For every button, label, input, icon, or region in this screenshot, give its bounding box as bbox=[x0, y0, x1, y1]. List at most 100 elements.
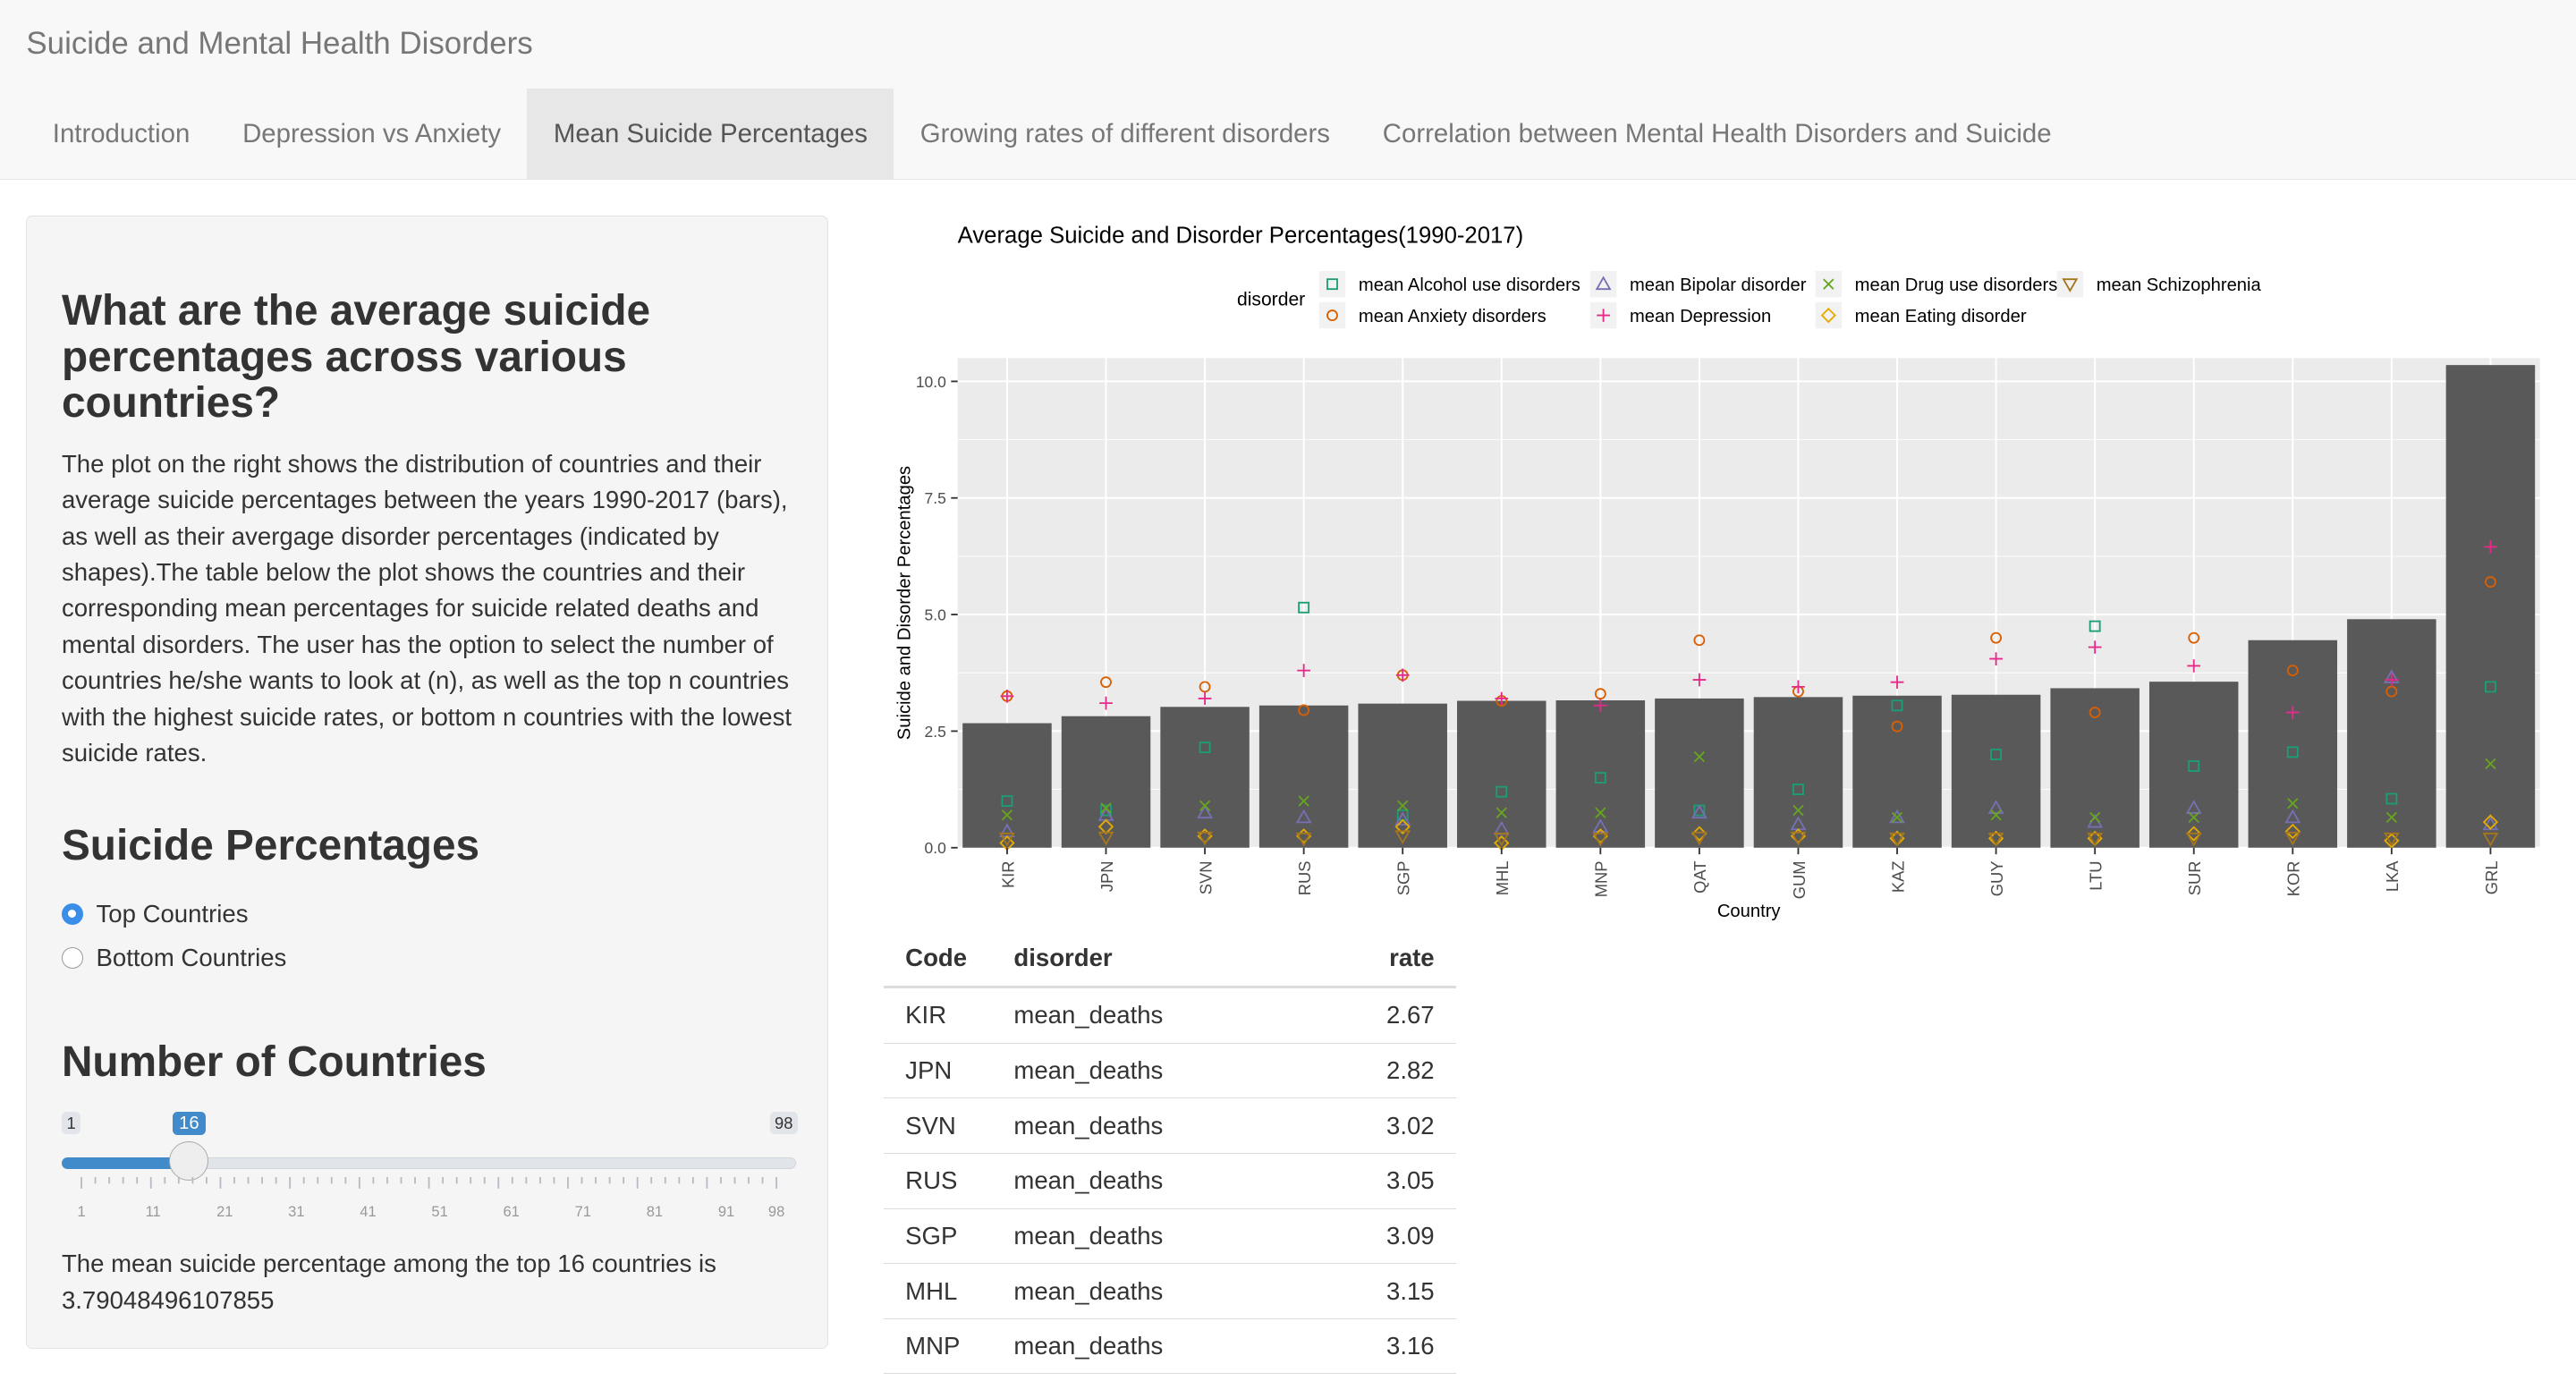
point-bipolar bbox=[1889, 809, 1906, 824]
point-alcohol bbox=[1990, 749, 2003, 761]
point-depression bbox=[2484, 540, 2498, 554]
cell-code: MHL bbox=[884, 1263, 993, 1319]
point-anxiety bbox=[1298, 704, 1310, 716]
legend-label-depression: mean Depression bbox=[1630, 307, 1771, 326]
suicide-disorder-chart: Average Suicide and Disorder Percentages… bbox=[895, 224, 2540, 921]
legend-label-alcohol: mean Alcohol use disorders bbox=[1359, 275, 1580, 295]
sidebar-question: What are the average suicide percentages… bbox=[61, 287, 651, 428]
radio-top-countries[interactable]: Top Countries bbox=[61, 899, 249, 928]
countries-slider[interactable]: 1 98 16 1 11 21 31 41 51 61 71 81 91 98 bbox=[61, 1111, 798, 1235]
radio-bottom-countries-label: Bottom Countries bbox=[96, 944, 287, 972]
y-tick-label: 0.0 bbox=[925, 839, 947, 857]
tab-correlation[interactable]: Correlation between Mental Health Disord… bbox=[1382, 119, 2052, 149]
tab-mean-suicide-percentages[interactable]: Mean Suicide Percentages bbox=[527, 89, 894, 180]
x-tick-label: QAT bbox=[1691, 861, 1710, 894]
y-tick-label: 7.5 bbox=[925, 489, 946, 507]
point-schizo bbox=[999, 833, 1016, 847]
bar-KOR bbox=[2248, 640, 2338, 848]
point-anxiety bbox=[2287, 665, 2300, 677]
cell-disorder: mean_deaths bbox=[992, 1208, 1315, 1265]
point-bipolar bbox=[1394, 811, 1411, 826]
navbar: Suicide and Mental Health Disorders Intr… bbox=[0, 0, 2576, 181]
slider-tick-label: 41 bbox=[360, 1203, 376, 1220]
point-anxiety bbox=[1595, 688, 1607, 700]
point-drug bbox=[1792, 805, 1804, 817]
slider-grid: 1 11 21 31 41 51 61 71 81 91 98 bbox=[77, 1177, 784, 1220]
point-bipolar bbox=[1197, 804, 1214, 819]
point-depression bbox=[1792, 680, 1806, 694]
point-bipolar bbox=[2186, 800, 2202, 814]
legend-key-bg bbox=[1319, 301, 1346, 329]
point-bipolar bbox=[1592, 818, 1609, 833]
slider-tick-label: 1 bbox=[77, 1203, 85, 1220]
results-table: Code disorder rate KIR mean_deaths 2.67 JPN… bbox=[884, 929, 1456, 1375]
legend-key-bipolar-icon bbox=[1595, 275, 1612, 291]
point-schizo bbox=[1494, 833, 1510, 847]
bar-RUS bbox=[1259, 705, 1349, 848]
point-alcohol bbox=[1792, 784, 1805, 796]
point-anxiety bbox=[1693, 634, 1706, 647]
point-depression bbox=[1890, 675, 1904, 690]
legend-key-bg bbox=[1590, 271, 1617, 298]
point-depression bbox=[1692, 673, 1707, 687]
slider-tick-label: 11 bbox=[146, 1203, 161, 1220]
radio-bottom-countries[interactable]: Bottom Countries bbox=[61, 944, 287, 972]
point-bipolar bbox=[1691, 804, 1708, 819]
point-drug bbox=[1496, 807, 1508, 818]
mean-result-text: The mean suicide percentage among the to… bbox=[61, 1250, 716, 1314]
cell-code: SGP bbox=[884, 1208, 993, 1265]
table-row: RUS mean_deaths 3.05 bbox=[884, 1153, 1456, 1209]
cell-disorder: mean_deaths bbox=[992, 1043, 1315, 1099]
cell-disorder: mean_deaths bbox=[992, 1318, 1315, 1375]
tab-introduction[interactable]: Introduction bbox=[52, 119, 191, 149]
table-row: SVN mean_deaths 3.02 bbox=[884, 1097, 1456, 1155]
point-eating bbox=[2186, 826, 2202, 842]
cell-rate: 2.67 bbox=[1314, 987, 1456, 1044]
point-drug bbox=[1298, 795, 1310, 807]
legend-key-schizo-icon bbox=[2062, 278, 2079, 292]
legend-key-bg bbox=[1319, 271, 1346, 298]
cell-disorder: mean_deaths bbox=[992, 1097, 1315, 1155]
legend-key-eating-icon bbox=[1820, 308, 1837, 324]
x-tick-label: SUR bbox=[2185, 861, 2204, 896]
point-alcohol bbox=[2188, 760, 2200, 773]
radio-bottom-countries-indicator[interactable] bbox=[61, 947, 83, 970]
x-tick-label: LKA bbox=[2383, 860, 2402, 892]
point-depression bbox=[1000, 690, 1014, 703]
point-anxiety bbox=[2089, 707, 2101, 719]
point-schizo bbox=[1889, 833, 1906, 847]
point-alcohol bbox=[1298, 601, 1310, 614]
point-alcohol bbox=[2287, 746, 2300, 758]
point-alcohol bbox=[1100, 804, 1113, 817]
point-anxiety bbox=[2188, 631, 2200, 644]
y-tick-label: 10.0 bbox=[916, 373, 946, 391]
point-schizo bbox=[2384, 833, 2401, 847]
point-anxiety bbox=[1990, 631, 2003, 644]
legend-label-eating: mean Eating disorder bbox=[1855, 307, 2027, 326]
table-header-row: Code disorder rate bbox=[884, 929, 1456, 989]
bar-SVN bbox=[1160, 707, 1250, 848]
tab-growing-rates[interactable]: Growing rates of different disorders bbox=[919, 119, 1330, 149]
suicide-percentages-heading: Suicide Percentages bbox=[61, 821, 480, 869]
point-schizo bbox=[1592, 833, 1609, 847]
legend-label-anxiety: mean Anxiety disorders bbox=[1359, 307, 1546, 326]
x-tick-label: JPN bbox=[1097, 861, 1116, 893]
slider-handle[interactable] bbox=[169, 1140, 209, 1181]
x-tick-label: GRL bbox=[2482, 861, 2501, 895]
point-depression bbox=[2385, 673, 2399, 687]
tab-depression-vs-anxiety[interactable]: Depression vs Anxiety bbox=[242, 119, 502, 149]
cell-code: KIR bbox=[884, 987, 993, 1044]
point-drug bbox=[1002, 809, 1013, 821]
radio-top-countries-indicator[interactable] bbox=[61, 902, 83, 925]
radio-top-countries-label: Top Countries bbox=[96, 899, 249, 928]
cell-disorder: mean_deaths bbox=[992, 1263, 1315, 1319]
point-alcohol bbox=[2089, 620, 2101, 632]
point-alcohol bbox=[1199, 741, 1211, 754]
cell-rate: 3.09 bbox=[1314, 1208, 1456, 1265]
x-axis-label: Country bbox=[1717, 902, 1782, 921]
cell-disorder: mean_deaths bbox=[992, 1153, 1315, 1209]
legend-key-alcohol-icon bbox=[1326, 278, 1339, 291]
point-schizo bbox=[1790, 831, 1807, 846]
x-tick-label: SVN bbox=[1197, 861, 1216, 895]
